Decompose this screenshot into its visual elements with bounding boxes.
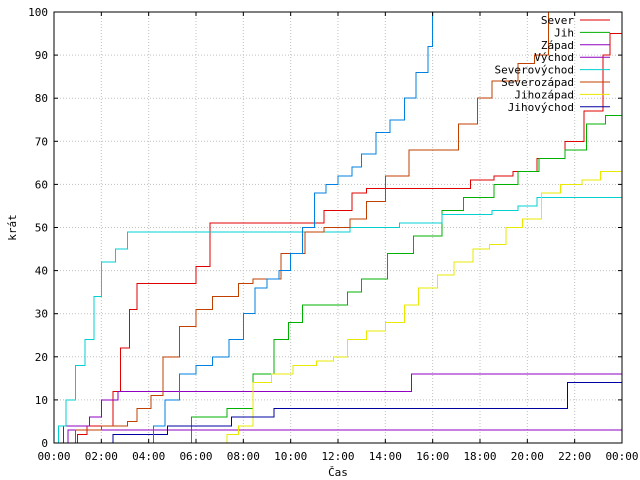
series-line-jihovýchod	[54, 382, 622, 444]
x-tick-label: 14:00	[369, 450, 402, 463]
legend-label-severovýchod: Severovýchod	[495, 64, 574, 77]
legend-label-jihozápad: Jihozápad	[514, 88, 574, 101]
x-tick-label: 16:00	[416, 450, 449, 463]
y-tick-label: 60	[35, 178, 48, 191]
legend-label-jih: Jih	[554, 26, 574, 39]
y-tick-label: 50	[35, 222, 48, 235]
legend-label-jihovýchod: Jihovýchod	[508, 101, 574, 114]
legend-label-východ: Východ	[534, 51, 574, 64]
legend-label-severozápad: Severozápad	[501, 76, 574, 89]
series-line-sever	[54, 29, 623, 444]
y-tick-label: 100	[28, 6, 48, 19]
series-layer	[54, 11, 623, 444]
y-tick-label: 70	[35, 135, 48, 148]
x-tick-label: 02:00	[85, 450, 118, 463]
x-tick-label: 12:00	[321, 450, 354, 463]
x-tick-label: 04:00	[132, 450, 165, 463]
x-tick-label: 06:00	[179, 450, 212, 463]
series-line-unnamed	[54, 12, 434, 444]
series-line-jihozápad	[54, 171, 622, 444]
y-tick-label: 40	[35, 265, 48, 278]
y-tick-label: 90	[35, 49, 48, 62]
series-line-severovýchod	[54, 196, 622, 444]
x-axis-title: Čas	[328, 466, 348, 479]
series-line-severozápad	[54, 11, 622, 444]
x-tick-label: 18:00	[463, 450, 496, 463]
x-tick-label: 08:00	[227, 450, 260, 463]
legend-label-sever: Sever	[541, 14, 574, 27]
series-line-východ	[54, 429, 622, 444]
legend: SeverJihZápadVýchodSeverovýchodSeverozáp…	[495, 14, 610, 114]
x-tick-label: 00:00	[37, 450, 70, 463]
y-tick-label: 10	[35, 394, 48, 407]
y-tick-label: 30	[35, 308, 48, 321]
tick-layer: 0 10 20 30 40 50 60 70 80 90 100 00:00 02:00 04:00 06:…	[28, 6, 638, 463]
x-tick-label: 22:00	[558, 450, 591, 463]
y-tick-label: 20	[35, 351, 48, 364]
legend-label-západ: Západ	[541, 39, 574, 52]
x-tick-label: 10:00	[274, 450, 307, 463]
y-axis-title: krát	[6, 214, 19, 241]
y-tick-label: 0	[41, 437, 48, 450]
series-line-jih	[54, 89, 623, 444]
x-tick-label: 20:00	[511, 450, 544, 463]
series-line-západ	[54, 373, 622, 444]
y-tick-label: 80	[35, 92, 48, 105]
x-tick-label: 00:00	[605, 450, 638, 463]
